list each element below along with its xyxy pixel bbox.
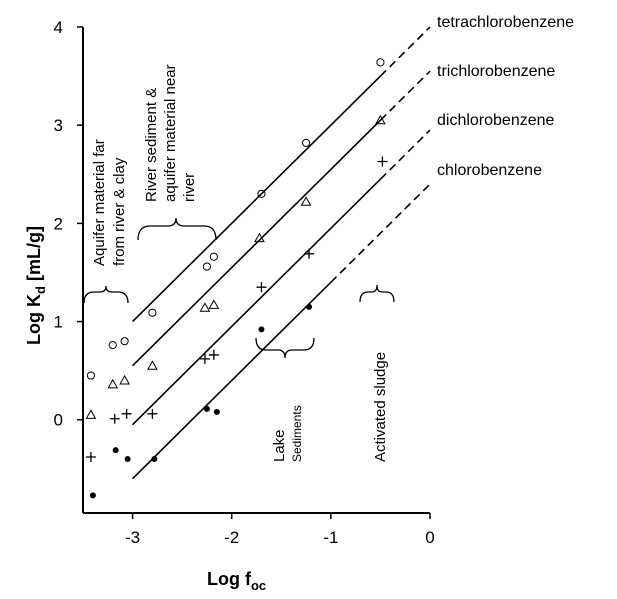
series-label-chlorobenzene: chlorobenzene: [437, 162, 542, 179]
data-point-trichlorobenzene: [300, 196, 312, 206]
data-point-chlorobenzene: [124, 456, 131, 462]
fit-line-extrapolated-dichlorobenzene: [379, 129, 431, 180]
data-point-dichlorobenzene: [199, 353, 210, 364]
y-tick-label: 0: [54, 411, 63, 430]
data-point-trichlorobenzene: [147, 360, 158, 370]
fit-line-tetrachlorobenzene: [132, 75, 381, 323]
data-point-chlorobenzene: [203, 405, 210, 412]
data-point-trichlorobenzene: [254, 232, 265, 243]
x-tick-label: -3: [125, 528, 140, 547]
data-point-trichlorobenzene: [208, 299, 220, 309]
tick-group: -3 -2 -1 0 0 1 2 3 4: [54, 18, 435, 547]
fit-line-extrapolated-chlorobenzene: [330, 183, 431, 283]
series-label-dichlorobenzene: dichlorobenzene: [437, 112, 555, 129]
data-point-tetrachlorobenzene: [108, 341, 117, 350]
annotation-lake-sediments: Lake Sediments: [271, 405, 304, 462]
data-point-dichlorobenzene: [377, 156, 388, 167]
data-point-tetrachlorobenzene: [257, 189, 266, 199]
fit-line-extrapolated-tetrachlorobenzene: [379, 26, 431, 77]
data-point-chlorobenzene: [112, 447, 119, 454]
x-axis-label: Log foc: [207, 569, 266, 593]
data-point-trichlorobenzene: [375, 114, 386, 125]
brace-lake-sediments: [255, 337, 315, 359]
x-tick-label: 0: [425, 528, 434, 547]
fit-line-trichlorobenzene: [132, 119, 381, 367]
data-point-chlorobenzene: [151, 456, 158, 462]
fit-line-dichlorobenzene: [132, 178, 381, 426]
data-markers: [85, 58, 388, 499]
brace-river-sediment: [137, 217, 217, 241]
data-point-tetrachlorobenzene: [301, 138, 311, 147]
series-label-tetrachlorobenzene: tetrachlorobenzene: [437, 14, 574, 31]
annotation-activated-sludge: Activated sludge: [372, 352, 389, 462]
y-tick-label: 2: [54, 214, 63, 233]
data-point-tetrachlorobenzene: [86, 371, 96, 380]
data-point-dichlorobenzene: [121, 408, 132, 419]
data-point-tetrachlorobenzene: [202, 262, 212, 271]
series-label-trichlorobenzene: trichlorobenzene: [437, 63, 555, 80]
data-point-chlorobenzene: [258, 326, 265, 333]
data-point-chlorobenzene: [89, 492, 96, 499]
data-point-chlorobenzene: [306, 303, 313, 310]
data-point-tetrachlorobenzene: [120, 337, 129, 346]
brace-aquifer-far: [83, 285, 129, 304]
fit-line-extrapolated-trichlorobenzene: [379, 70, 431, 121]
data-point-trichlorobenzene: [199, 302, 211, 312]
y-tick-label: 1: [54, 313, 63, 332]
annotation-aquifer-far: Aquifer material far from river & clay: [91, 135, 128, 266]
fit-lines: [132, 26, 431, 480]
x-tick-label: -2: [224, 528, 239, 547]
data-point-dichlorobenzene: [85, 452, 96, 463]
data-point-dichlorobenzene: [256, 282, 267, 293]
y-tick-label: 4: [54, 18, 63, 37]
data-point-trichlorobenzene: [85, 409, 97, 419]
data-point-tetrachlorobenzene: [148, 308, 157, 317]
data-point-trichlorobenzene: [119, 374, 130, 385]
x-tick-label: -1: [323, 528, 338, 547]
data-point-dichlorobenzene: [208, 349, 219, 360]
y-tick-label: 3: [54, 116, 63, 135]
data-point-chlorobenzene: [213, 408, 220, 415]
brace-activated-sludge: [359, 284, 395, 303]
data-point-dichlorobenzene: [147, 408, 158, 419]
data-point-dichlorobenzene: [109, 413, 120, 424]
data-point-trichlorobenzene: [107, 378, 119, 389]
annotation-river-sediment: River sediment & aquifer material near r…: [143, 60, 198, 202]
fit-line-chlorobenzene: [132, 281, 332, 480]
y-axis-label: Log Kd [mL/g]: [24, 226, 48, 345]
data-point-tetrachlorobenzene: [209, 252, 218, 261]
data-point-dichlorobenzene: [304, 248, 315, 259]
data-point-tetrachlorobenzene: [376, 58, 385, 67]
